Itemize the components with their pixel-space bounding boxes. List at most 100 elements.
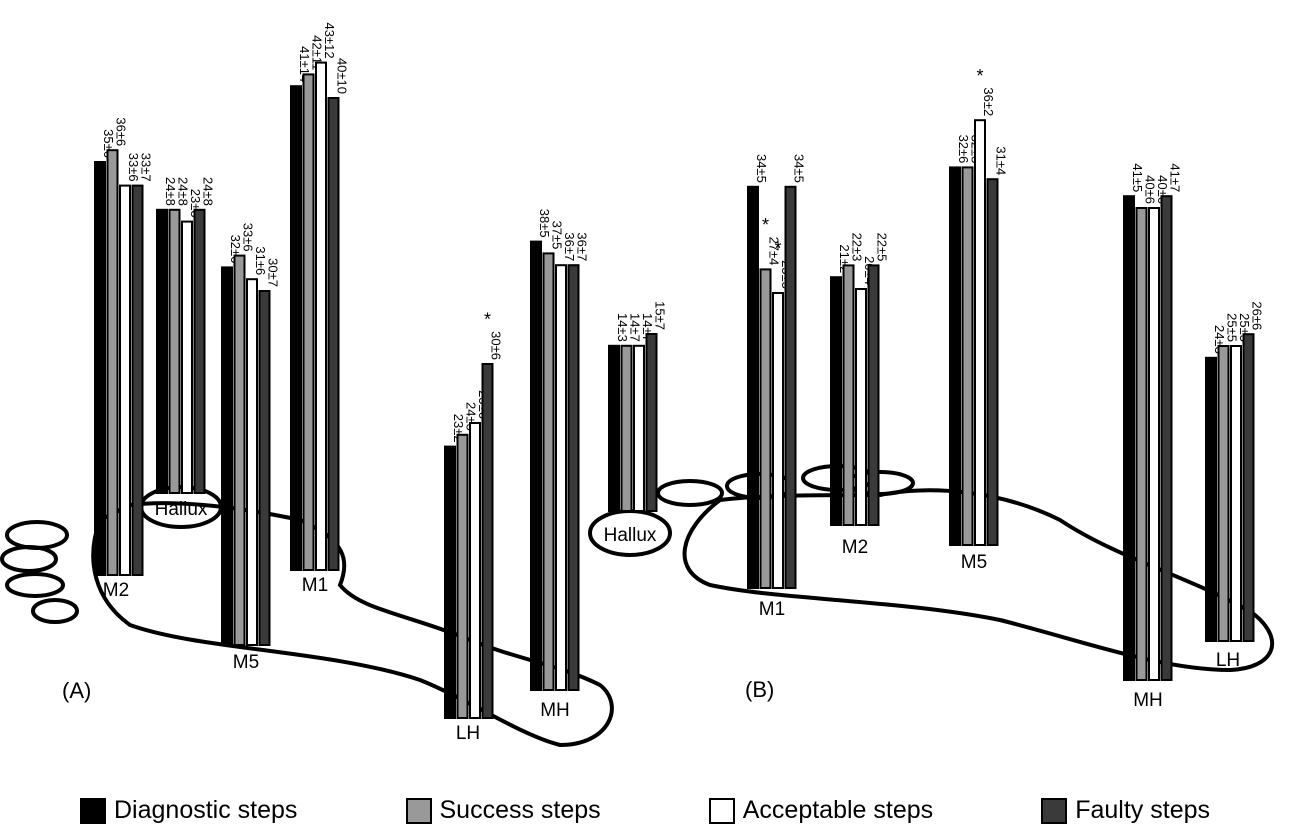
region-m5: 32±633±631±630±7M5 [221,223,281,673]
bar-diagnostic [221,266,233,646]
bar-acceptable [974,119,986,546]
bar-acceptable [315,61,327,571]
bar-diagnostic [444,445,456,719]
bar-success [302,73,315,572]
bar-faulty [867,264,880,526]
legend-label-acceptable: Acceptable steps [742,796,934,824]
bar-acceptable [633,344,645,512]
bar-success [759,268,772,589]
value-label-diagnostic: 14±3 [615,313,630,342]
legend-label-diagnostic: Diagnostic steps [114,796,298,824]
value-label-acceptable: 31±6 [253,246,268,275]
bar-success [620,344,633,512]
value-label-diagnostic: 34±5 [754,154,769,183]
bar-acceptable [855,288,867,526]
bar-faulty [1242,333,1255,642]
bar-success [1135,207,1148,681]
legend-label-faulty: Faulty steps [1075,796,1210,824]
value-label-success: 24±8 [176,177,191,206]
bar-acceptable [1148,207,1160,681]
region-label: LH [1216,650,1240,671]
bar-faulty [567,264,580,691]
panel-a: (A)35±636±633±633±7M224±824±823±824±8Hal… [62,23,668,744]
region-m5: 32±632±336±2*31±4M5 [949,66,1009,573]
legend-item-diagnostic: Diagnostic steps [80,796,297,825]
bar-faulty [645,333,658,512]
bar-faulty [258,290,271,646]
value-label-faulty: 15±7 [653,301,668,330]
legend: Diagnostic steps Success steps Acceptabl… [80,796,1210,825]
bar-success [542,252,555,691]
value-label-faulty: 33±7 [139,153,154,182]
value-label-diagnostic: 32±6 [956,135,971,164]
region-lh: 24±325±525±526±6LH [1205,301,1265,671]
value-label-faulty: 30±6 [489,331,504,360]
bar-diagnostic [608,344,620,512]
legend-swatch-acceptable [708,797,735,824]
significance-marker: * [762,215,769,235]
significance-marker: * [976,66,983,86]
value-label-diagnostic: 38±5 [537,209,552,238]
bar-acceptable [469,422,481,719]
pressure-figure: (A)35±636±633±633±7M224±824±823±824±8Hal… [0,23,1275,748]
significance-marker: * [774,239,781,259]
legend-item-success: Success steps [405,796,601,825]
region-label-hallux: Hallux [604,525,657,546]
bar-faulty [784,185,797,590]
bar-success [961,166,974,546]
value-label-acceptable: 36±2 [981,87,996,116]
bar-faulty [193,208,206,495]
region-label: M5 [233,652,259,673]
region-lh: 23±224±525±630±6*LH [444,310,504,744]
panel-label: (B) [745,677,774,702]
value-label-success: 36±6 [114,117,129,146]
value-label-faulty: 34±5 [792,154,807,183]
region-label: MH [540,700,570,721]
region-mh: 38±537±536±736±7MH [530,209,590,721]
value-label-diagnostic: 41±5 [1130,163,1145,192]
bar-success [168,208,181,495]
value-label-success: 40±6 [1143,175,1158,204]
bar-diagnostic [1205,356,1217,642]
region-label: M5 [961,552,987,573]
bar-success [106,149,119,576]
value-label-faulty: 22±5 [875,233,890,262]
region-label: LH [456,723,480,744]
bar-acceptable [1230,345,1242,642]
panel-b: (B)34±527±4*25±5*34±5M121±222±320±422±5M… [745,66,1265,711]
region-label: M2 [103,580,129,601]
bar-success [233,254,246,646]
region-label: MH [1133,690,1163,711]
panel-label: (A) [62,678,91,703]
bar-acceptable [246,278,258,646]
value-label-faulty: 24±8 [201,177,216,206]
region-label-hallux: Hallux [155,499,208,520]
bar-acceptable [772,292,784,589]
bar-diagnostic [747,185,759,590]
value-label-success: 25±5 [1225,313,1240,342]
region-mh: 41±540±640±641±7MH [1123,163,1183,711]
value-label-success: 22±3 [850,233,865,262]
region-m1: 34±527±4*25±5*34±5M1 [747,154,807,620]
bar-diagnostic [949,166,961,546]
value-label-faulty: 31±4 [994,146,1009,175]
value-label-success: 14±7 [628,313,643,342]
bar-success [1217,345,1230,642]
bar-acceptable [181,220,193,494]
region-m2: 35±636±633±633±7M2 [94,117,154,601]
significance-marker: * [484,310,491,330]
bar-diagnostic [94,161,106,576]
bar-diagnostic [156,208,168,495]
bar-faulty [1160,195,1173,681]
bar-diagnostic [1123,195,1135,681]
value-label-faulty: 26±6 [1250,301,1265,330]
bar-diagnostic [830,276,842,527]
legend-item-faulty: Faulty steps [1041,796,1210,825]
value-label-success: 27±4 [767,237,782,266]
value-label-faulty: 30±7 [266,258,281,287]
region-label: M1 [302,575,328,596]
bar-success [456,433,469,719]
legend-swatch-faulty [1041,797,1068,824]
